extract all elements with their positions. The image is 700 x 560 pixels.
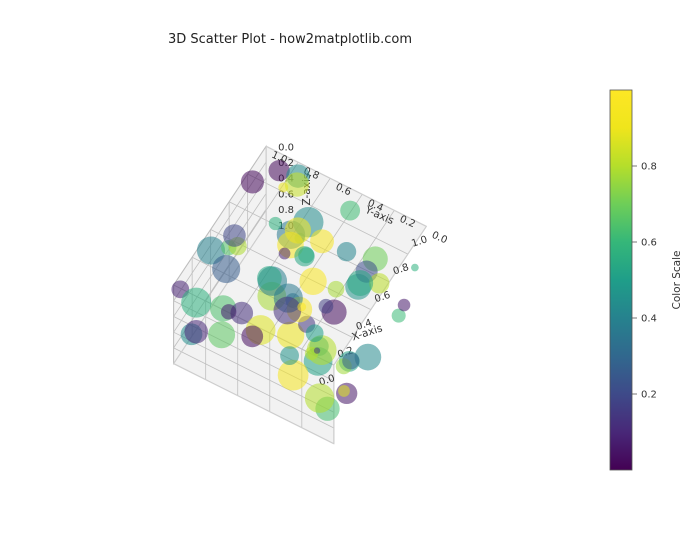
data-point [340,201,360,221]
colorbar-tick-label: 0.6 [641,238,657,249]
colorbar [610,90,632,470]
tick-label: 0.0 [278,142,294,153]
data-point [184,320,207,343]
data-point [257,266,282,291]
colorbar-tick-label: 0.8 [641,162,657,173]
data-point [181,288,211,318]
colorbar-label: Color Scale [671,250,683,309]
data-point [279,248,291,260]
data-point [355,344,382,371]
data-point [328,281,345,298]
chart-title: 3D Scatter Plot - how2matplotlib.com [0,32,580,47]
data-point [273,297,301,325]
data-point [212,255,240,283]
colorbar-tick-label: 0.4 [641,314,657,325]
data-point [280,346,299,365]
data-point [278,182,288,192]
data-point [398,299,411,312]
data-point [285,172,309,196]
data-point [278,360,309,391]
data-point [411,264,419,272]
data-point [241,170,264,193]
data-point [314,347,320,353]
tick-label: 0.0 [430,230,449,247]
data-point [294,246,314,266]
data-point [305,383,334,412]
tick-label: 0.8 [278,205,294,216]
data-point [342,352,359,369]
data-point [310,229,334,253]
data-point [306,324,324,342]
data-point [338,385,350,397]
data-point [269,217,282,230]
data-point [337,242,356,261]
data-point [223,224,246,247]
data-point [221,304,236,319]
data-point [347,270,373,296]
scatter-3d-plot: 0.00.20.40.60.81.00.00.20.40.60.81.00.00… [0,0,700,560]
data-point [299,268,326,295]
colorbar-tick-label: 0.2 [641,390,657,401]
data-point [285,217,311,243]
data-point [241,325,263,347]
data-point [319,299,334,314]
data-point [208,321,235,348]
data-point [297,302,306,311]
